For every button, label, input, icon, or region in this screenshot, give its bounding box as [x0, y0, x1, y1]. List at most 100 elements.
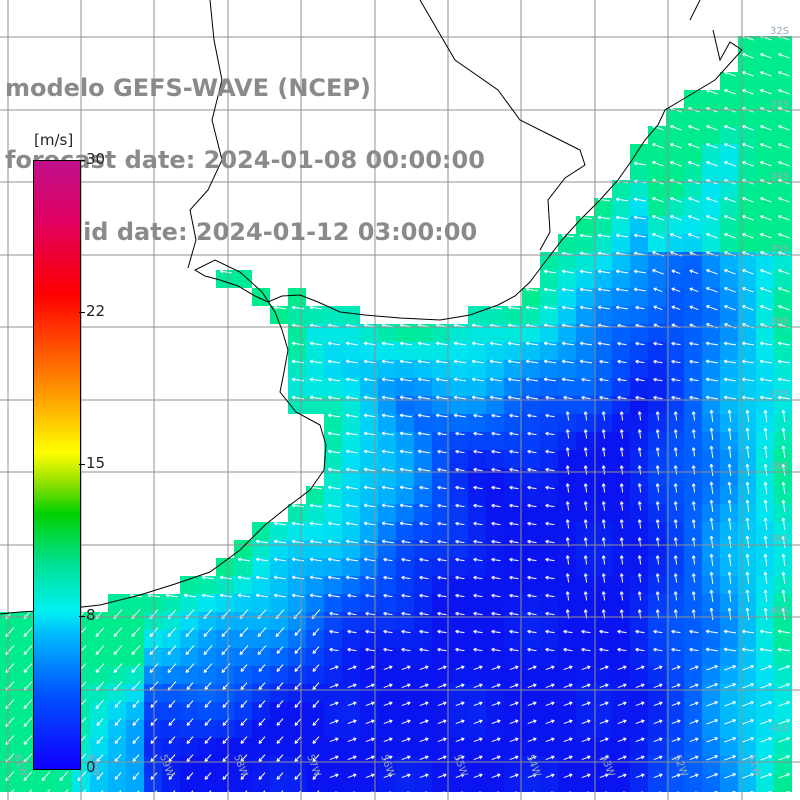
- wind-arrow: [489, 378, 503, 382]
- wind-arrow: [764, 463, 768, 477]
- wind-arrow: [742, 71, 754, 77]
- wind-arrow: [760, 755, 772, 761]
- wind-arrow: [710, 481, 714, 495]
- wind-arrowhead: [113, 651, 118, 655]
- wind-cell: [342, 522, 360, 540]
- wind-arrowhead: [709, 535, 714, 540]
- wind-arrow: [417, 468, 431, 472]
- wind-cell: [720, 576, 738, 594]
- wind-arrowhead: [723, 232, 728, 237]
- wind-cell: [522, 756, 540, 774]
- wind-cell: [396, 648, 414, 666]
- wind-cell: [684, 648, 702, 666]
- wind-arrowhead: [579, 305, 584, 310]
- wind-arrow: [764, 553, 768, 567]
- wind-arrow: [59, 771, 69, 781]
- wind-arrow: [473, 432, 483, 436]
- wind-arrow: [291, 360, 305, 364]
- wind-arrow: [545, 683, 555, 689]
- wind-cell: [252, 630, 270, 648]
- wind-cell: [630, 630, 648, 648]
- wind-arrow: [221, 663, 231, 673]
- wind-arrowhead: [781, 409, 786, 414]
- wind-arrowhead: [671, 269, 676, 274]
- wind-cell: [342, 576, 360, 594]
- wind-arrowhead: [777, 377, 782, 382]
- wind-cell: [774, 666, 792, 684]
- wind-arrowhead: [496, 791, 501, 796]
- wind-cell: [234, 270, 252, 288]
- wind-arrow: [276, 790, 284, 798]
- wind-cell: [756, 486, 774, 504]
- wind-arrowhead: [705, 304, 710, 309]
- wind-arrow: [167, 627, 177, 637]
- wind-arrow: [671, 342, 681, 346]
- wind-arrow: [5, 645, 15, 655]
- wind-arrow: [291, 594, 305, 598]
- wind-arrowhead: [276, 650, 281, 654]
- wind-arrow: [527, 486, 537, 490]
- wind-cell: [360, 558, 378, 576]
- wind-arrow: [653, 360, 663, 364]
- wind-arrowhead: [561, 287, 566, 292]
- wind-cell: [342, 702, 360, 720]
- wind-arrow: [276, 700, 284, 708]
- wind-arrow: [347, 737, 357, 743]
- wind-arrow: [670, 125, 682, 131]
- wind-arrow: [185, 645, 195, 655]
- wind-arrow: [579, 288, 593, 292]
- wind-cell: [126, 720, 144, 738]
- wind-cell: [756, 216, 774, 234]
- wind-arrowhead: [473, 467, 477, 472]
- wind-arrow: [401, 630, 411, 634]
- wind-arrowhead: [334, 719, 339, 724]
- wind-arrow: [742, 701, 754, 707]
- wind-cell: [504, 414, 522, 432]
- lat-label: 37S: [770, 389, 789, 400]
- wind-arrowhead: [291, 557, 296, 562]
- wind-arrow: [203, 645, 213, 655]
- wind-cell: [594, 630, 612, 648]
- wind-arrow: [491, 665, 501, 671]
- wind-arrow: [778, 773, 790, 779]
- wind-arrow: [674, 429, 678, 439]
- wind-cell: [756, 432, 774, 450]
- wind-cell: [306, 558, 324, 576]
- wind-arrow: [258, 718, 266, 726]
- wind-cell: [702, 594, 720, 612]
- wind-arrowhead: [203, 651, 208, 655]
- wind-arrow: [131, 681, 141, 691]
- wind-arrow: [239, 645, 249, 655]
- wind-cell: [558, 342, 576, 360]
- wind-arrowhead: [750, 664, 755, 669]
- wind-arrowhead: [777, 142, 782, 147]
- wind-cell: [522, 468, 540, 486]
- wind-arrow: [312, 718, 320, 726]
- wind-arrow: [584, 411, 588, 421]
- wind-cell: [180, 702, 198, 720]
- wind-arrow: [543, 378, 557, 382]
- wind-cell: [360, 450, 378, 468]
- wind-arrow: [563, 719, 573, 725]
- wind-cell: [198, 774, 216, 792]
- wind-cell: [648, 414, 666, 432]
- wind-arrow: [417, 432, 431, 436]
- wind-cell: [720, 486, 738, 504]
- wind-arrow: [706, 737, 718, 743]
- wind-arrow: [383, 701, 393, 707]
- wind-cell: [666, 306, 684, 324]
- wind-cell: [576, 522, 594, 540]
- wind-arrowhead: [455, 449, 459, 454]
- wind-arrowhead: [460, 791, 465, 796]
- wind-cell: [414, 432, 432, 450]
- wind-arrow: [724, 755, 736, 761]
- wind-cell: [576, 774, 594, 792]
- wind-arrow: [401, 719, 411, 725]
- wind-arrowhead: [759, 160, 764, 165]
- wind-arrow: [566, 483, 570, 493]
- wind-cell: [468, 774, 486, 792]
- wind-cell: [540, 594, 558, 612]
- wind-arrow: [23, 753, 33, 763]
- wind-arrowhead: [388, 719, 393, 724]
- wind-arrowhead: [669, 142, 674, 147]
